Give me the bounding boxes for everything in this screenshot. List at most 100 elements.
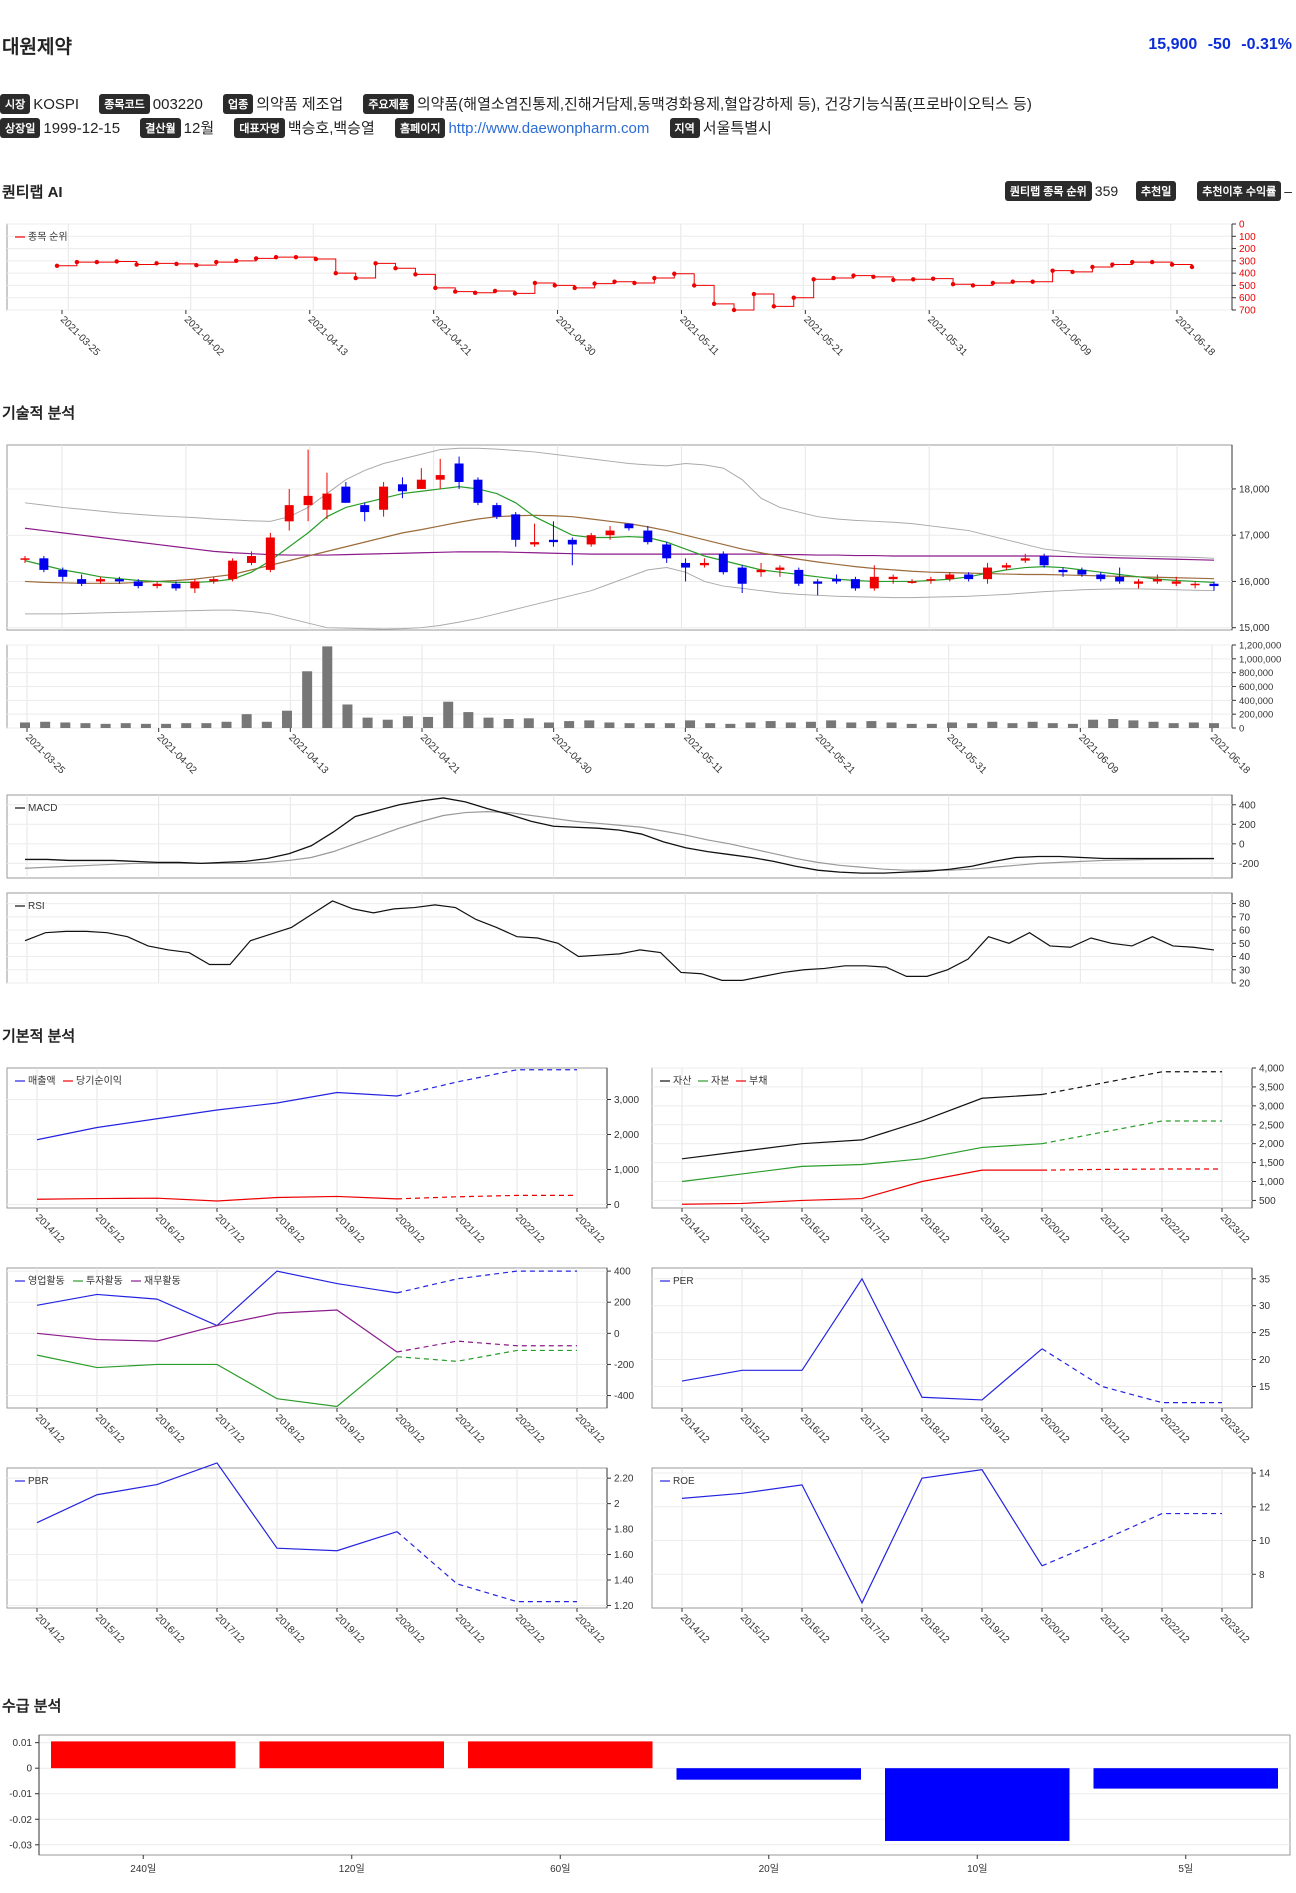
macd-legend-0: MACD — [28, 803, 57, 814]
rank-point — [313, 256, 319, 262]
plot-area — [6, 892, 1233, 984]
volume-bar — [80, 723, 91, 728]
balance-xlabel-9: 2023/12 — [1218, 1212, 1252, 1246]
rsi-tick-0: 20 — [1239, 979, 1251, 990]
rank-point — [472, 290, 478, 295]
balance-xlabel-4: 2018/12 — [918, 1212, 952, 1246]
candle-body — [20, 558, 30, 560]
rank-xlabel-0: 2021-03-25 — [58, 314, 102, 358]
cashflow-xlabel-7: 2021/12 — [453, 1412, 487, 1446]
supply-bar-1 — [259, 1741, 444, 1769]
revenue-xlabel-4: 2018/12 — [273, 1212, 307, 1246]
volume-xlabel-4: 2021-04-30 — [550, 732, 594, 776]
volume-bar — [947, 722, 958, 728]
plot-area — [38, 1734, 1291, 1856]
rec-date-badge: 추천일 — [1136, 181, 1177, 201]
pbr-xlabel-9: 2023/12 — [573, 1612, 607, 1646]
candle-body — [1077, 569, 1087, 575]
revenue-series-1-forecast — [396, 1194, 577, 1200]
pbr-xlabel-4: 2018/12 — [273, 1612, 307, 1646]
rec-return-value: – — [1284, 183, 1292, 199]
candle-body — [983, 567, 993, 580]
revenue-legend-1: 당기순이익 — [76, 1075, 122, 1087]
rank-point — [970, 283, 976, 288]
per-tick-2: 25 — [1259, 1328, 1271, 1339]
rank-point — [532, 280, 538, 286]
per-xlabel-4: 2018/12 — [918, 1412, 952, 1446]
rank-point — [433, 285, 438, 291]
rank-point — [691, 283, 697, 288]
industry-badge: 업종 — [223, 94, 254, 114]
volume-xlabel-0: 2021-03-25 — [23, 732, 67, 776]
pbr-tick-0: 1.20 — [614, 1601, 634, 1612]
supply-bar-5 — [1093, 1768, 1278, 1789]
per-tick-1: 20 — [1259, 1355, 1271, 1366]
price-change: -50 — [1207, 36, 1231, 53]
candle-body — [1134, 581, 1144, 584]
rank-point — [1110, 262, 1115, 267]
candle-body — [718, 553, 728, 573]
per-xlabel-6: 2020/12 — [1038, 1412, 1072, 1446]
candle-body — [1058, 569, 1068, 573]
volume-bar — [967, 723, 978, 728]
candle-body — [397, 484, 407, 492]
candle-body — [548, 539, 558, 543]
per-series-0-actual — [681, 1277, 1043, 1401]
cashflow-xlabel-4: 2018/12 — [273, 1412, 307, 1446]
rsi-tick-6: 80 — [1239, 899, 1251, 910]
pbr-xlabel-0: 2014/12 — [33, 1612, 67, 1646]
macd-tick-1: 0 — [1239, 839, 1245, 850]
volume-xlabel-1: 2021-04-02 — [155, 732, 199, 776]
supply-xlabel-0: 240일 — [130, 1863, 156, 1875]
rank-point — [930, 276, 936, 281]
volume-bar — [846, 722, 857, 728]
rank-xlabel-7: 2021-05-31 — [925, 314, 969, 358]
rank-point — [1130, 259, 1135, 265]
volume-bar — [483, 717, 494, 728]
per-xlabel-8: 2022/12 — [1158, 1412, 1192, 1446]
volume-xlabel-8: 2021-06-09 — [1076, 732, 1120, 776]
candle-body — [1152, 579, 1162, 582]
section-title-ai: 퀀티랩 AI — [2, 184, 63, 201]
volume-bar — [785, 722, 796, 728]
pbr-xlabel-7: 2021/12 — [453, 1612, 487, 1646]
rank-tick-1: 100 — [1239, 232, 1256, 243]
rank-point — [1030, 279, 1035, 284]
rank-point — [552, 283, 558, 288]
revenue-series-0-forecast — [396, 1069, 577, 1097]
rsi-line — [24, 900, 1215, 981]
volume-bar — [1188, 722, 1199, 728]
rsi-tick-5: 70 — [1239, 912, 1251, 923]
rank-point — [54, 263, 60, 268]
volume-bar — [1108, 719, 1119, 728]
rank-point — [791, 295, 796, 300]
rsi-tick-2: 40 — [1239, 952, 1251, 963]
rank-point — [253, 256, 259, 261]
candle-body — [1171, 581, 1181, 584]
candle-body — [511, 514, 521, 540]
rank-point — [990, 280, 996, 286]
volume-xlabel-5: 2021-05-11 — [681, 732, 725, 776]
per-legend-0: PER — [673, 1276, 694, 1287]
cashflow-xlabel-9: 2023/12 — [573, 1412, 607, 1446]
rank-point — [911, 277, 916, 282]
volume-bar — [120, 723, 131, 728]
homepage-link[interactable]: http://www.daewonpharm.com — [448, 120, 650, 137]
info-row-1: 시장 KOSPI 종목코드 003220 업종 의약품 제조업 주요제품 의약품(해열소… — [0, 93, 1048, 114]
section-title-fund: 기본적 분석 — [2, 1028, 76, 1045]
supply-xlabel-2: 60일 — [550, 1863, 570, 1875]
cashflow-tick-1: -200 — [614, 1360, 634, 1371]
roe-tick-0: 8 — [1259, 1570, 1265, 1581]
candle-body — [737, 567, 747, 584]
balance-tick-4: 2,500 — [1259, 1120, 1284, 1131]
volume-tick-5: 1,000,000 — [1239, 654, 1281, 665]
listing-date-badge: 상장일 — [0, 118, 41, 138]
macd-line — [25, 797, 1214, 874]
volume-bar — [40, 721, 51, 728]
rank-xlabel-5: 2021-05-11 — [677, 314, 721, 358]
plot-area — [6, 794, 1233, 879]
roe-xlabel-3: 2017/12 — [858, 1612, 892, 1646]
macd-signal-line — [24, 810, 1215, 871]
volume-bar — [1148, 721, 1159, 728]
rank-point — [134, 262, 139, 267]
